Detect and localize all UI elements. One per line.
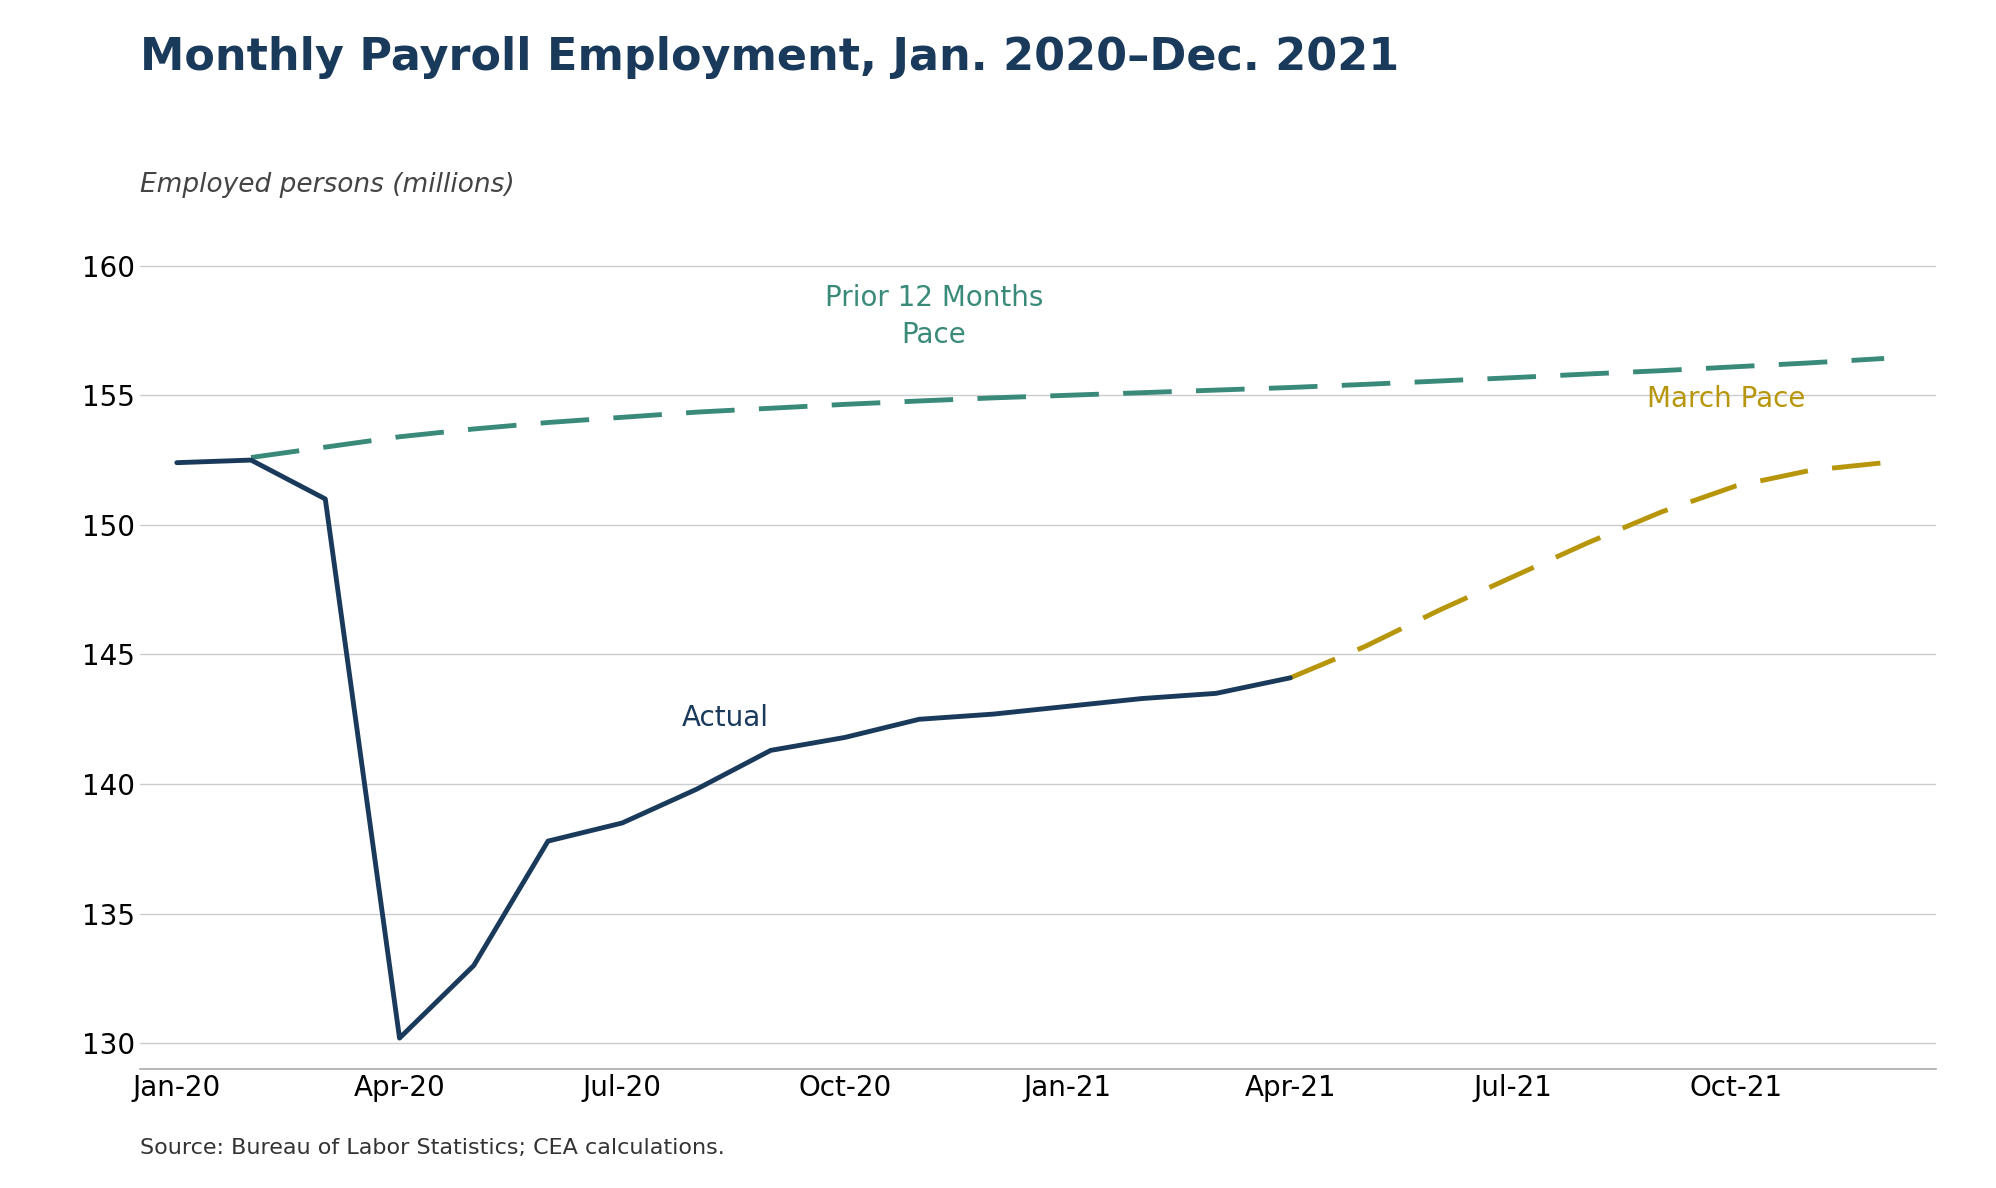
Text: Actual: Actual [681,704,768,732]
Text: Source: Bureau of Labor Statistics; CEA calculations.: Source: Bureau of Labor Statistics; CEA … [140,1138,725,1158]
Text: Monthly Payroll Employment, Jan. 2020–Dec. 2021: Monthly Payroll Employment, Jan. 2020–De… [140,36,1399,78]
Text: March Pace: March Pace [1647,385,1804,413]
Text: Prior 12 Months
Pace: Prior 12 Months Pace [824,284,1044,348]
Text: Employed persons (millions): Employed persons (millions) [140,172,515,198]
